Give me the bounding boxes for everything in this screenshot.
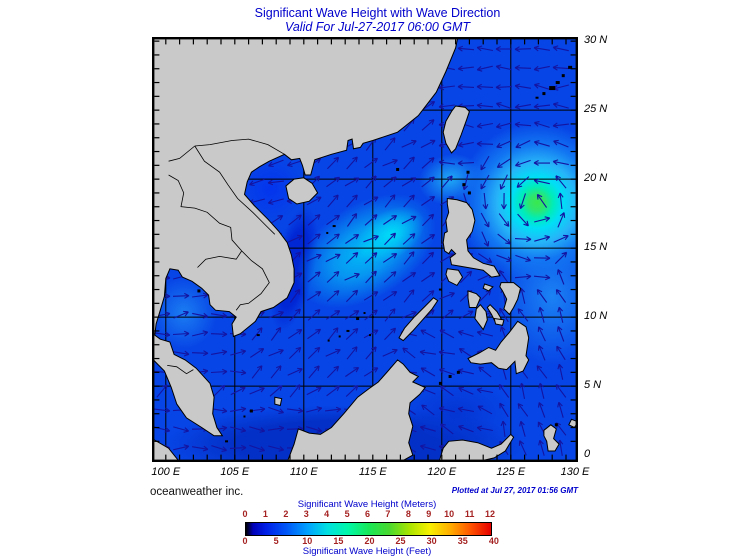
y-axis-label: 25 N — [584, 103, 608, 116]
map-canvas — [150, 33, 618, 483]
x-axis-label: 130 E — [560, 466, 590, 478]
colorbar-tick-meters: 4 — [324, 509, 330, 519]
y-axis-label: 5 N — [584, 379, 602, 392]
plotted-timestamp: Plotted at Jul 27, 2017 01:56 GMT — [451, 486, 578, 495]
colorbar-tick-meters: 8 — [405, 509, 411, 519]
colorbar-tick-meters: 5 — [344, 509, 350, 519]
x-axis-label: 110 E — [289, 466, 318, 478]
colorbar-tick-feet: 30 — [426, 536, 437, 546]
x-axis-label: 115 E — [358, 466, 387, 478]
valid-time-subtitle: Valid For Jul-27-2017 06:00 GMT — [284, 20, 471, 34]
colorbar-gradient — [245, 522, 492, 536]
colorbar-tick-feet: 10 — [302, 536, 313, 546]
colorbar-feet-ticks: 0 5 10 15 20 25 30 35 40 — [0, 536, 755, 548]
colorbar-tick-feet: 35 — [457, 536, 468, 546]
colorbar-tick-feet: 25 — [395, 536, 406, 546]
colorbar-tick-feet: 40 — [488, 536, 499, 546]
colorbar-tick-meters: 2 — [283, 509, 289, 519]
colorbar-tick-meters: 3 — [303, 509, 309, 519]
x-axis-label: 120 E — [427, 466, 457, 478]
colorbar-meter-ticks: 0 1 2 3 4 5 6 7 8 9 10 11 12 — [0, 509, 755, 521]
map-svg — [150, 33, 618, 483]
y-axis-label: 20 N — [584, 172, 608, 185]
credit-text: oceanweather inc. — [150, 486, 244, 498]
colorbar-tick-meters: 10 — [444, 509, 455, 519]
colorbar-tick-meters: 0 — [242, 509, 248, 519]
colorbar-tick-meters: 9 — [426, 509, 432, 519]
x-axis-label: 105 E — [220, 466, 250, 478]
colorbar-tick-meters: 6 — [364, 509, 371, 519]
y-axis-label: 10 N — [584, 310, 608, 323]
colorbar-tick-feet: 15 — [333, 536, 344, 546]
colorbar-tick-meters: 12 — [484, 509, 496, 519]
x-axis-label: 100 E — [151, 466, 181, 478]
page-title: Significant Wave Height with Wave Direct… — [254, 6, 501, 20]
y-axis-label: 15 N — [584, 241, 608, 254]
colorbar-tick-meters: 1 — [262, 509, 268, 519]
colorbar-tick-feet: 5 — [273, 536, 279, 546]
colorbar-title-meters: Significant Wave Height (Meters) — [297, 499, 437, 510]
x-axis-label: 125 E — [496, 466, 526, 478]
y-axis-label: 30 N — [584, 34, 608, 47]
y-axis-label: 0 — [584, 448, 591, 461]
colorbar-tick-feet: 0 — [242, 536, 248, 546]
colorbar-tick-feet: 20 — [364, 536, 375, 546]
colorbar-tick-meters: 11 — [464, 509, 475, 519]
colorbar-title-feet: Significant Wave Height (Feet) — [302, 546, 432, 557]
colorbar-tick-meters: 7 — [385, 509, 391, 519]
